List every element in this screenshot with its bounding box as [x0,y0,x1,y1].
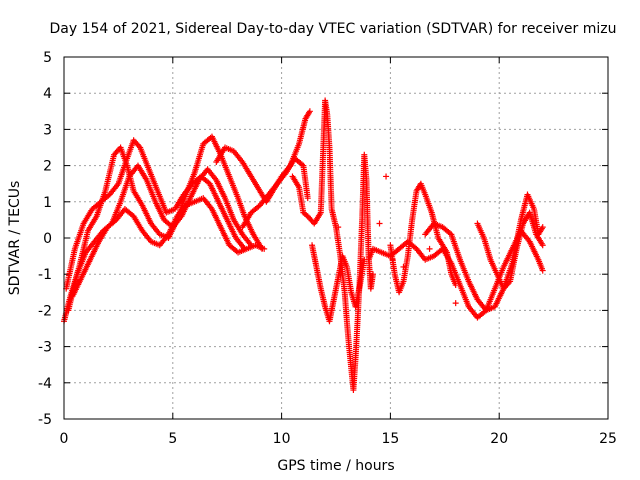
stray-point [389,256,396,263]
y-tick-label: -4 [38,376,52,392]
y-tick-label: 2 [43,159,52,175]
y-axis-label: SDTVAR / TECUs [7,181,23,296]
x-tick-label: 0 [60,431,69,447]
y-tick-label: -1 [38,267,52,283]
stray-point [452,300,459,307]
track-11-point [539,224,546,231]
track-9-point [539,267,546,274]
y-tick-label: 0 [43,231,52,247]
stray-point [383,173,390,180]
stray-point [400,263,407,270]
chart-title: Day 154 of 2021, Sidereal Day-to-day VTE… [50,21,617,37]
y-tick-label: -3 [38,340,52,356]
stray-point [335,224,342,231]
x-tick-label: 15 [381,431,399,447]
x-tick-label: 5 [168,431,177,447]
x-tick-labels: 0 5 10 15 20 25 [60,431,617,447]
y-tick-label: 3 [43,122,52,138]
track-7-point [369,271,376,278]
y-tick-label: 4 [43,86,52,102]
stray-point [426,245,433,252]
track-6-point [304,195,311,202]
plot-frame [63,56,609,420]
track-10-point [452,282,459,289]
x-axis-label: GPS time / hours [277,458,394,474]
track-4-point [261,245,268,252]
data-points [61,97,546,394]
y-tick-labels: -5 -4 -3 -2 -1 0 1 2 3 4 5 [38,50,52,428]
y-tick-label: 1 [43,195,52,211]
track-12-point [539,242,546,249]
x-tick-label: 20 [490,431,508,447]
x-tick-label: 25 [599,431,617,447]
x-tick-label: 10 [273,431,291,447]
stray-point [376,220,383,227]
track-5-point [306,108,313,115]
y-tick-label: -2 [38,303,52,319]
y-tick-label: -5 [38,412,52,428]
grid [64,57,608,419]
y-tick-label: 5 [43,50,52,66]
